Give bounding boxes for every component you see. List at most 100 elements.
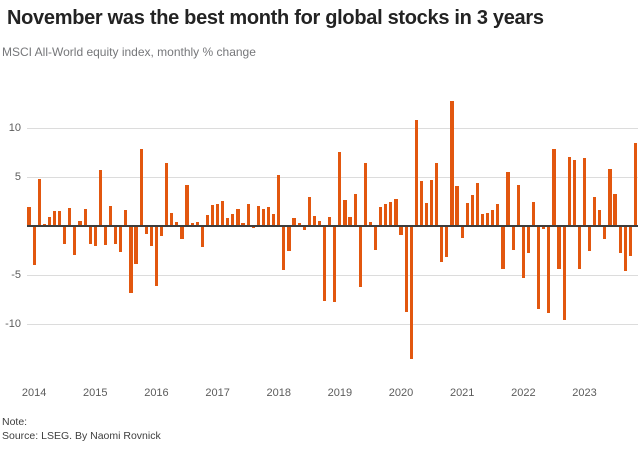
bar xyxy=(445,227,449,258)
bar xyxy=(83,208,87,227)
bar xyxy=(460,227,464,238)
bar xyxy=(562,227,566,321)
bar xyxy=(618,227,622,253)
bar xyxy=(343,199,347,227)
bar-chart: 10 5 -5 -10 2014 2015 2016 2017 2018 2019 2020 2021… xyxy=(5,100,638,399)
bar xyxy=(577,227,581,270)
bar xyxy=(582,157,587,227)
bar xyxy=(542,227,546,230)
bar xyxy=(159,227,164,236)
bar xyxy=(210,204,215,227)
bar xyxy=(511,227,515,250)
bar xyxy=(389,201,393,227)
bar xyxy=(587,227,592,251)
bar xyxy=(32,227,36,266)
x-axis-year-label: 2016 xyxy=(144,387,169,399)
bar xyxy=(598,209,602,227)
bar xyxy=(317,221,322,227)
bar xyxy=(506,172,510,227)
bar xyxy=(358,227,362,287)
y-axis-tick-label: 10 xyxy=(8,121,21,134)
bar xyxy=(98,170,102,227)
bar xyxy=(63,227,67,244)
page-title: November was the best month for global s… xyxy=(7,7,544,29)
bar xyxy=(531,201,536,227)
bar xyxy=(552,148,556,227)
x-axis-year-label: 2018 xyxy=(266,387,291,399)
bar xyxy=(134,227,138,265)
bar xyxy=(180,227,184,239)
bar xyxy=(312,215,316,227)
bar xyxy=(496,203,500,227)
bar xyxy=(328,216,332,227)
bar xyxy=(236,208,240,227)
bar xyxy=(491,209,495,227)
bar xyxy=(384,203,388,227)
gridline xyxy=(26,274,638,276)
x-axis-year-label: 2020 xyxy=(388,387,414,399)
gridline xyxy=(26,176,638,178)
bar xyxy=(129,227,133,293)
bar xyxy=(430,180,434,227)
bar xyxy=(88,227,92,244)
bar xyxy=(27,206,31,227)
bar xyxy=(353,193,357,227)
bar xyxy=(52,210,57,227)
bar xyxy=(338,151,342,227)
bar xyxy=(480,213,485,227)
bar xyxy=(292,218,296,227)
bar xyxy=(450,100,454,227)
bar xyxy=(348,216,352,227)
bar xyxy=(567,156,571,227)
bar xyxy=(266,206,271,227)
x-axis-year-label: 2023 xyxy=(572,387,597,399)
chart-subtitle: MSCI All-World equity index, monthly % c… xyxy=(2,45,256,59)
zero-axis-line xyxy=(26,225,638,228)
gridline xyxy=(26,127,638,129)
bar xyxy=(404,227,408,313)
source-byline: Source: LSEG. By Naomi Rovnick xyxy=(2,430,161,442)
y-axis-tick-label: -5 xyxy=(11,268,21,281)
bar xyxy=(144,227,148,234)
x-axis-year-label: 2019 xyxy=(327,387,353,399)
x-axis-year-label: 2015 xyxy=(83,387,108,399)
bar xyxy=(633,143,638,227)
bar xyxy=(307,196,311,227)
bar xyxy=(139,148,143,227)
bar xyxy=(613,193,617,227)
bar xyxy=(114,227,118,244)
bar xyxy=(435,162,439,227)
bar xyxy=(368,222,373,227)
bar xyxy=(475,183,480,227)
bar xyxy=(261,208,266,227)
bar xyxy=(103,227,108,245)
bar xyxy=(205,214,209,227)
bar xyxy=(373,227,378,250)
bar xyxy=(272,213,276,227)
bar xyxy=(419,181,423,227)
bar xyxy=(251,227,255,229)
bar xyxy=(195,222,199,227)
bar xyxy=(623,227,627,272)
bar xyxy=(154,227,159,286)
bar xyxy=(78,221,82,227)
x-axis-year-label: 2014 xyxy=(21,387,47,399)
gridline xyxy=(26,323,638,325)
bar xyxy=(124,209,128,227)
bar xyxy=(628,227,632,257)
bar xyxy=(470,194,474,227)
note-label: Note: xyxy=(2,416,28,428)
bar xyxy=(297,223,301,227)
bar xyxy=(608,168,612,227)
bar xyxy=(282,227,286,271)
bar xyxy=(37,179,41,227)
bar xyxy=(526,227,531,253)
x-axis-year-label: 2022 xyxy=(511,387,536,399)
bar xyxy=(593,196,597,227)
bar xyxy=(455,186,459,227)
bar xyxy=(414,119,418,227)
bar xyxy=(149,227,153,246)
bar xyxy=(394,198,398,227)
bar xyxy=(170,212,174,227)
y-axis-tick-label: -10 xyxy=(5,317,21,330)
